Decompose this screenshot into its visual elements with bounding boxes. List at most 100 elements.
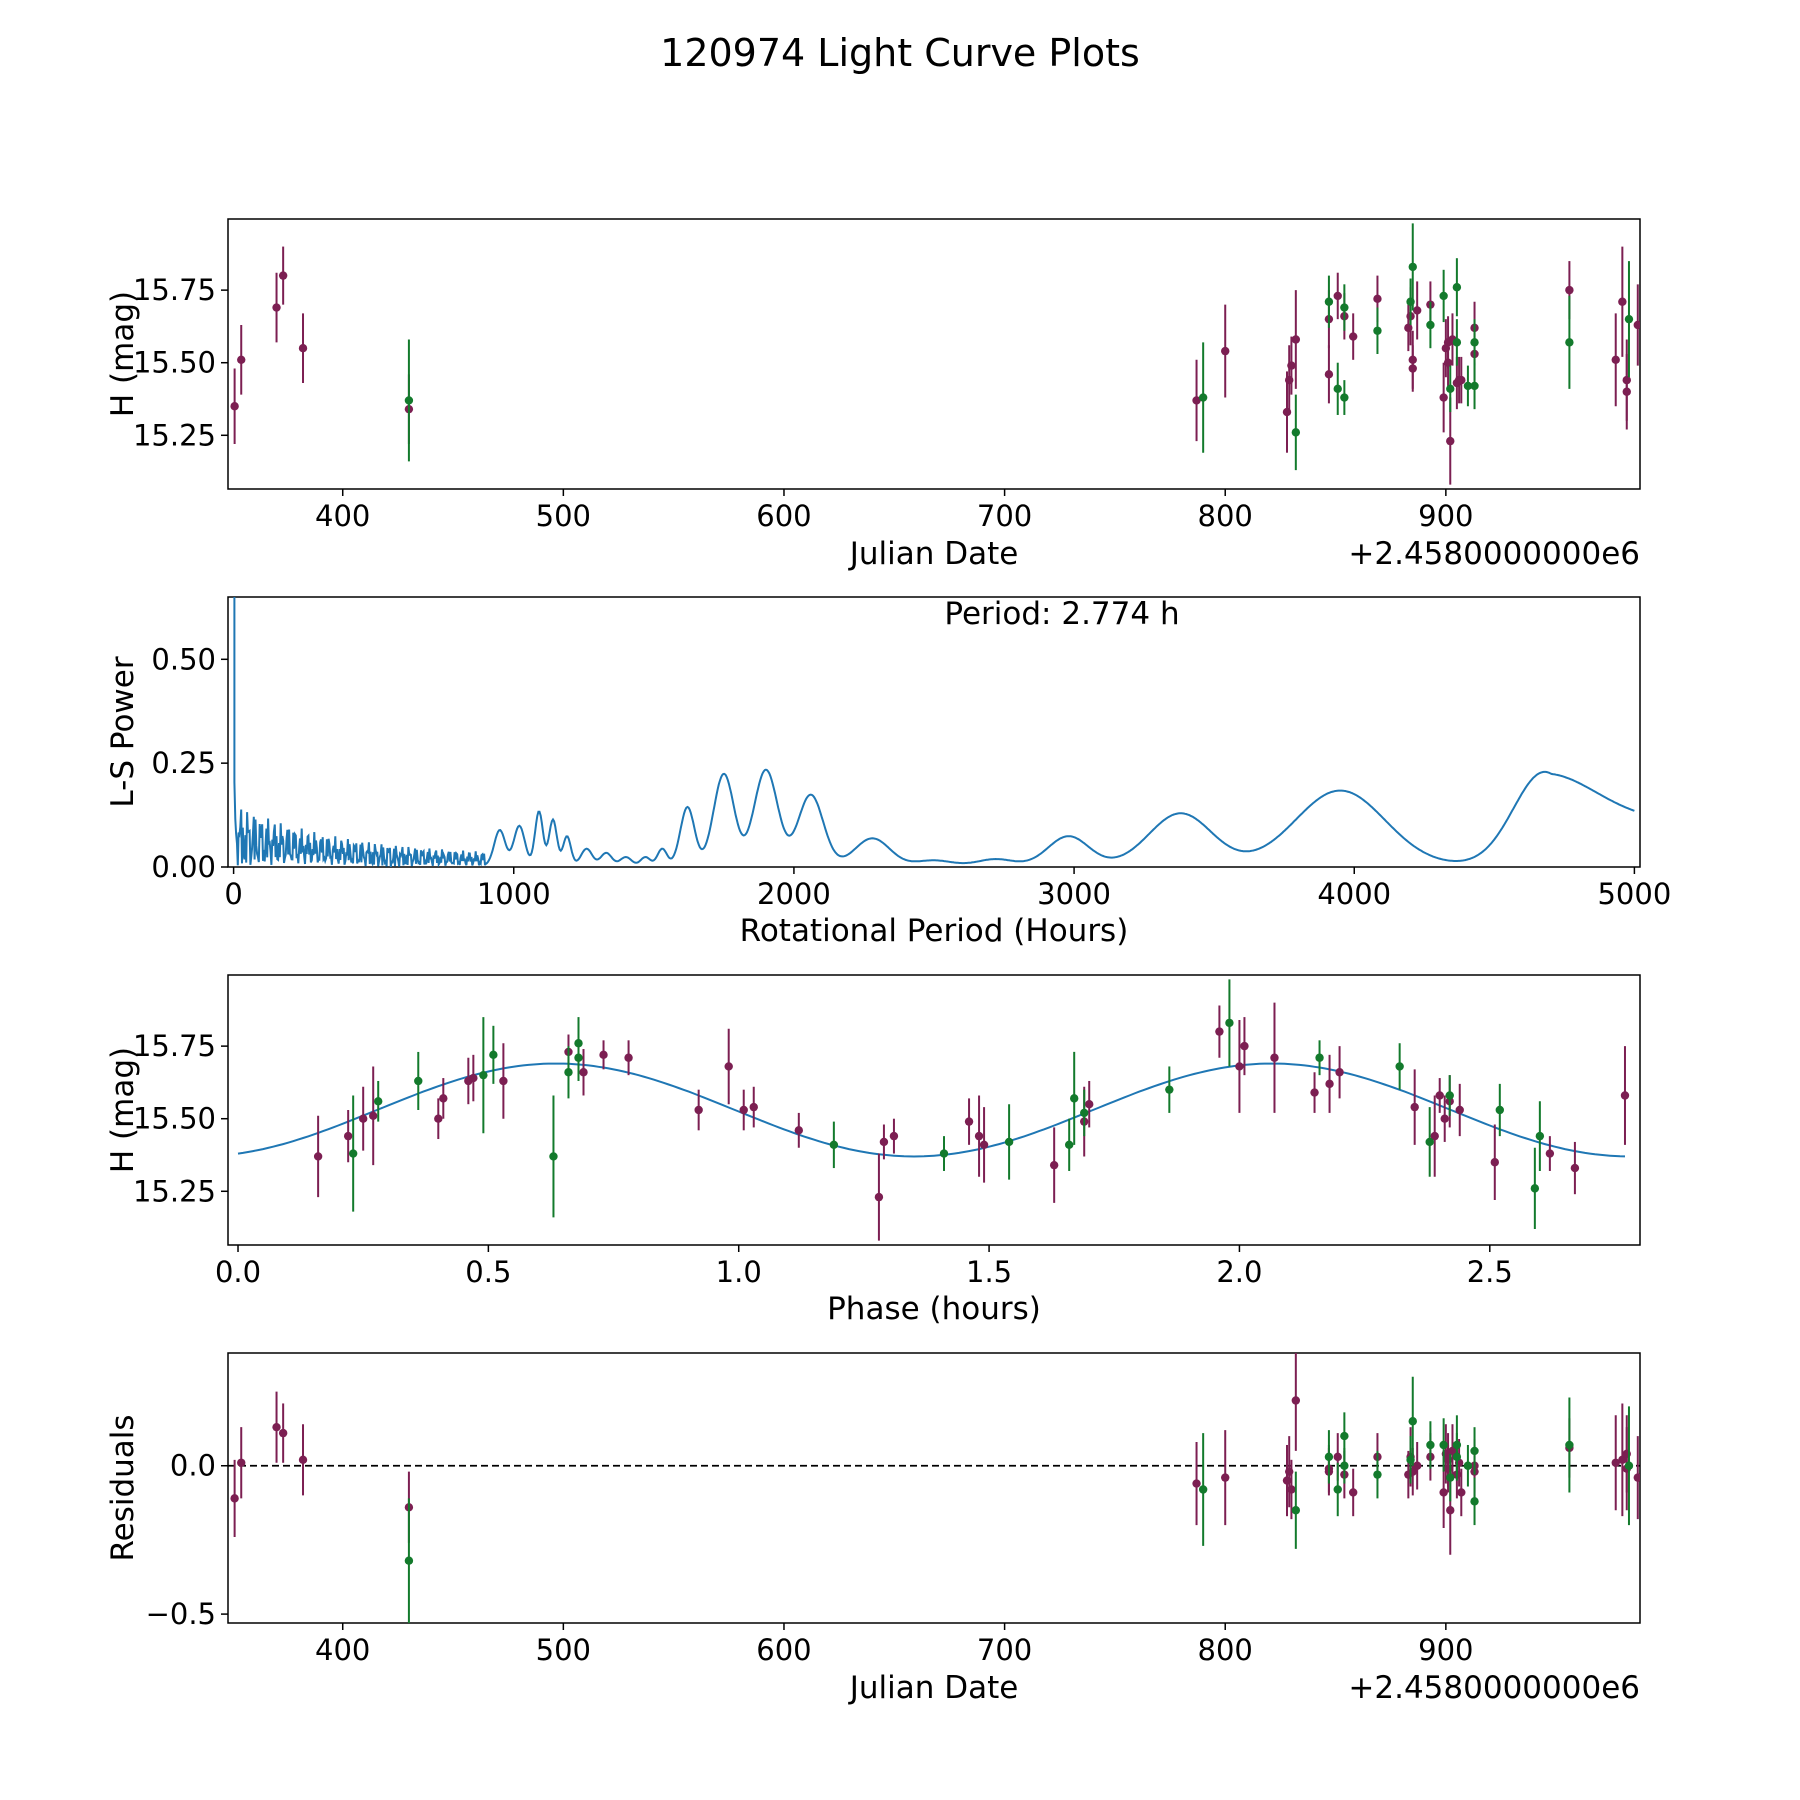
band_b-point — [1373, 326, 1382, 335]
y-tick-label: 15.50 — [133, 1102, 216, 1136]
band_b-point — [1535, 1131, 1545, 1141]
band_b-point — [1373, 1470, 1382, 1479]
y-tick-label: 15.50 — [133, 346, 216, 380]
band_a-point — [1333, 291, 1342, 301]
x-tick-label: 400 — [315, 499, 370, 533]
panel-frame — [227, 218, 1641, 490]
x-tick-label: 900 — [1418, 499, 1473, 533]
band_a-point — [298, 1455, 308, 1465]
x-tick-label: 0 — [224, 877, 242, 911]
band_b-point — [1425, 1137, 1434, 1147]
y-tick-label: −0.5 — [146, 1597, 216, 1631]
band_b-point — [1426, 1440, 1435, 1450]
band_b-point — [1470, 338, 1479, 347]
band_a-point — [794, 1126, 804, 1135]
panel-frame — [227, 1352, 1641, 1624]
x-tick-label: 2.5 — [1467, 1255, 1513, 1289]
band_a-point — [1410, 1102, 1419, 1112]
band_a-point — [343, 1131, 353, 1141]
band_a-point — [439, 1094, 448, 1103]
band_a-point — [889, 1131, 899, 1141]
band_a-point — [1408, 364, 1417, 373]
band_a-point — [1633, 1473, 1640, 1482]
period-annotation: Period: 2.774 h — [944, 596, 1179, 632]
band_a-point — [1618, 1455, 1627, 1465]
band_a-point — [1545, 1149, 1555, 1158]
x-tick-label: 1.0 — [716, 1255, 762, 1289]
y-tick-label: 15.25 — [133, 1174, 216, 1208]
band_a-point — [1215, 1027, 1224, 1036]
band_b-point — [489, 1050, 498, 1060]
band_a-point — [694, 1105, 703, 1115]
band_a-point — [434, 1114, 443, 1123]
band_a-point — [1412, 1461, 1422, 1470]
band_b-point — [1340, 1431, 1349, 1441]
band_a-point — [1440, 1114, 1449, 1123]
x-tick-label: 3000 — [1037, 877, 1111, 911]
x-tick-label: 900 — [1418, 1633, 1473, 1667]
band_a-point — [1325, 1079, 1334, 1089]
band_a-point — [1221, 1473, 1230, 1482]
band_a-point — [278, 1428, 288, 1438]
band_a-point — [1412, 306, 1422, 315]
band_b-point — [374, 1097, 383, 1106]
band_a-point — [1348, 1488, 1358, 1497]
band_b-point — [1004, 1137, 1014, 1147]
band_a-point — [1049, 1160, 1059, 1170]
band_a-point — [278, 271, 288, 280]
band_b-point — [479, 1070, 488, 1080]
band_b-point — [1340, 393, 1349, 402]
band_b-point — [1463, 381, 1473, 391]
band_a-point — [1235, 1062, 1244, 1071]
band_a-point — [499, 1076, 508, 1086]
x-tick-label: 0.0 — [215, 1255, 261, 1289]
y-tick-label: 0.25 — [151, 746, 216, 780]
band_a-point — [974, 1131, 984, 1141]
band_b-point — [1069, 1094, 1079, 1103]
x-tick-label: 1000 — [477, 877, 551, 911]
band_b-point — [1080, 1108, 1089, 1118]
band_a-point — [1270, 1053, 1279, 1062]
plot-area — [230, 223, 1640, 485]
band_a-point — [230, 1494, 239, 1503]
band_b-point — [1395, 1062, 1404, 1071]
x-axis-label: Julian Date — [848, 1670, 1019, 1706]
panel-frame — [227, 974, 1641, 1246]
band_b-point — [1565, 338, 1574, 347]
x-tick-label: 500 — [536, 1633, 591, 1667]
band_b-point — [1426, 320, 1435, 330]
band_a-point — [1490, 1158, 1499, 1167]
band_b-point — [1165, 1085, 1174, 1094]
x-tick-label: 2000 — [757, 877, 831, 911]
band_a-point — [1192, 1479, 1201, 1488]
band_a-point — [1287, 361, 1296, 370]
band_b-point — [1324, 297, 1334, 306]
band_a-point — [1620, 1091, 1630, 1100]
y-axis-label: H (mag) — [105, 1047, 141, 1173]
x-tick-label: 600 — [756, 499, 811, 533]
figure-title: 120974 Light Curve Plots — [660, 31, 1140, 75]
band_a-point — [313, 1152, 323, 1161]
band_a-point — [1085, 1099, 1094, 1109]
band_b-point — [549, 1152, 558, 1161]
band_a-point — [272, 303, 281, 312]
band_a-point — [469, 1073, 478, 1083]
band_a-point — [1291, 1396, 1301, 1405]
band_a-point — [874, 1192, 884, 1202]
x-tick-label: 5000 — [1597, 877, 1671, 911]
band_a-point — [1457, 375, 1466, 385]
band_a-point — [369, 1111, 378, 1121]
band_b-point — [1439, 291, 1448, 301]
x-tick-label: 800 — [1198, 1633, 1253, 1667]
band_a-point — [1192, 396, 1201, 405]
band_a-point — [1611, 355, 1620, 365]
y-tick-label: 0.50 — [151, 642, 216, 676]
band_b-point — [1452, 283, 1462, 292]
band_b-point — [1064, 1140, 1074, 1150]
band_a-point — [1439, 393, 1448, 402]
y-axis-label: Residuals — [105, 1414, 141, 1561]
y-axis-label: L-S Power — [105, 656, 141, 807]
band_a-point — [1439, 1488, 1448, 1497]
band_a-point — [1430, 1131, 1439, 1141]
x-tick-label: 1.5 — [966, 1255, 1012, 1289]
